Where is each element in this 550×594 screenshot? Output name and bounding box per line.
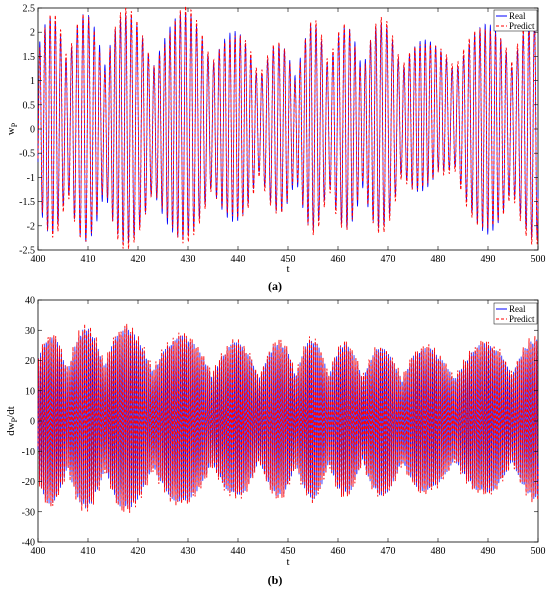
ytick-label: 2 <box>30 28 35 39</box>
xtick-label: 400 <box>31 546 46 557</box>
xtick-label: 430 <box>181 546 196 557</box>
xlabel-a: t <box>286 263 289 275</box>
ytick-label: -10 <box>22 447 35 458</box>
ytick-label: 40 <box>25 296 35 307</box>
series-predict-line <box>37 5 539 250</box>
legend-predict-b: Predict <box>509 314 535 324</box>
legend-real-b: Real <box>509 304 526 314</box>
signal-a <box>37 5 539 250</box>
signal-b <box>37 323 539 513</box>
ytick-label: 10 <box>25 386 35 397</box>
series-predict-line <box>37 323 539 513</box>
ytick-label: -2.5 <box>19 246 35 257</box>
panel-label-a: (a) <box>268 279 282 293</box>
ytick-label: 0 <box>30 125 35 136</box>
panel-label-b: (b) <box>268 573 283 587</box>
xtick-label: 470 <box>381 254 396 265</box>
xtick-label: 450 <box>281 254 296 265</box>
xlabel-b: t <box>286 556 289 568</box>
panel-b: 400 410 420 430 440 450 460 470 480 490 500-40-30-… <box>5 296 546 588</box>
xtick-label: 410 <box>81 546 96 557</box>
xtick-label: 460 <box>331 254 346 265</box>
ylabel-a: wP <box>5 122 19 135</box>
ticks-a: 400 410 420 430 440 450 460 470 480 490 500 -2.5 -2 -… <box>19 4 545 266</box>
ytick-label: 30 <box>25 326 35 337</box>
ytick-label: 0.5 <box>23 100 36 111</box>
xtick-label: 450 <box>281 546 296 557</box>
ytick-label: 1 <box>30 76 35 87</box>
ytick-label: -2 <box>27 221 35 232</box>
xtick-label: 500 <box>531 546 546 557</box>
xtick-label: 500 <box>531 254 546 265</box>
xtick-label: 440 <box>231 546 246 557</box>
legend-a: Real Predict <box>493 9 538 32</box>
legend-b: Real Predict <box>493 302 538 325</box>
ytick-label: -1 <box>27 173 35 184</box>
ytick-label: 2.5 <box>23 4 36 15</box>
ytick-label: -20 <box>22 477 35 488</box>
legend-box-b <box>493 302 538 325</box>
panel-a: 400 410 420 430 440 450 460 470 480 490 500 -2.5 -2 -… <box>5 4 546 294</box>
ticks-b: 400 410 420 430 440 450 460 470 480 490 500-40-30-… <box>22 296 546 558</box>
series-real-line <box>37 12 539 244</box>
xtick-label: 440 <box>231 254 246 265</box>
xtick-label: 410 <box>81 254 96 265</box>
legend-real-a: Real <box>509 11 526 21</box>
ytick-label: -40 <box>22 538 35 549</box>
xtick-label: 430 <box>181 254 196 265</box>
ytick-label: -1.5 <box>19 197 35 208</box>
ytick-label: -0.5 <box>19 149 35 160</box>
xtick-label: 480 <box>431 254 446 265</box>
xtick-label: 420 <box>131 254 146 265</box>
ytick-label: 1.5 <box>23 52 36 63</box>
legend-box-a <box>493 9 538 32</box>
legend-predict-a: Predict <box>509 21 535 31</box>
xtick-label: 400 <box>31 254 46 265</box>
xtick-label: 420 <box>131 546 146 557</box>
xtick-label: 490 <box>481 546 496 557</box>
xtick-label: 490 <box>481 254 496 265</box>
ytick-label: 20 <box>25 356 35 367</box>
xtick-label: 470 <box>381 546 396 557</box>
ylabel-b: dwP/dt <box>5 406 19 436</box>
xtick-label: 480 <box>431 546 446 557</box>
xtick-label: 460 <box>331 546 346 557</box>
ytick-label: -30 <box>22 507 35 518</box>
ytick-label: 0 <box>30 417 35 428</box>
